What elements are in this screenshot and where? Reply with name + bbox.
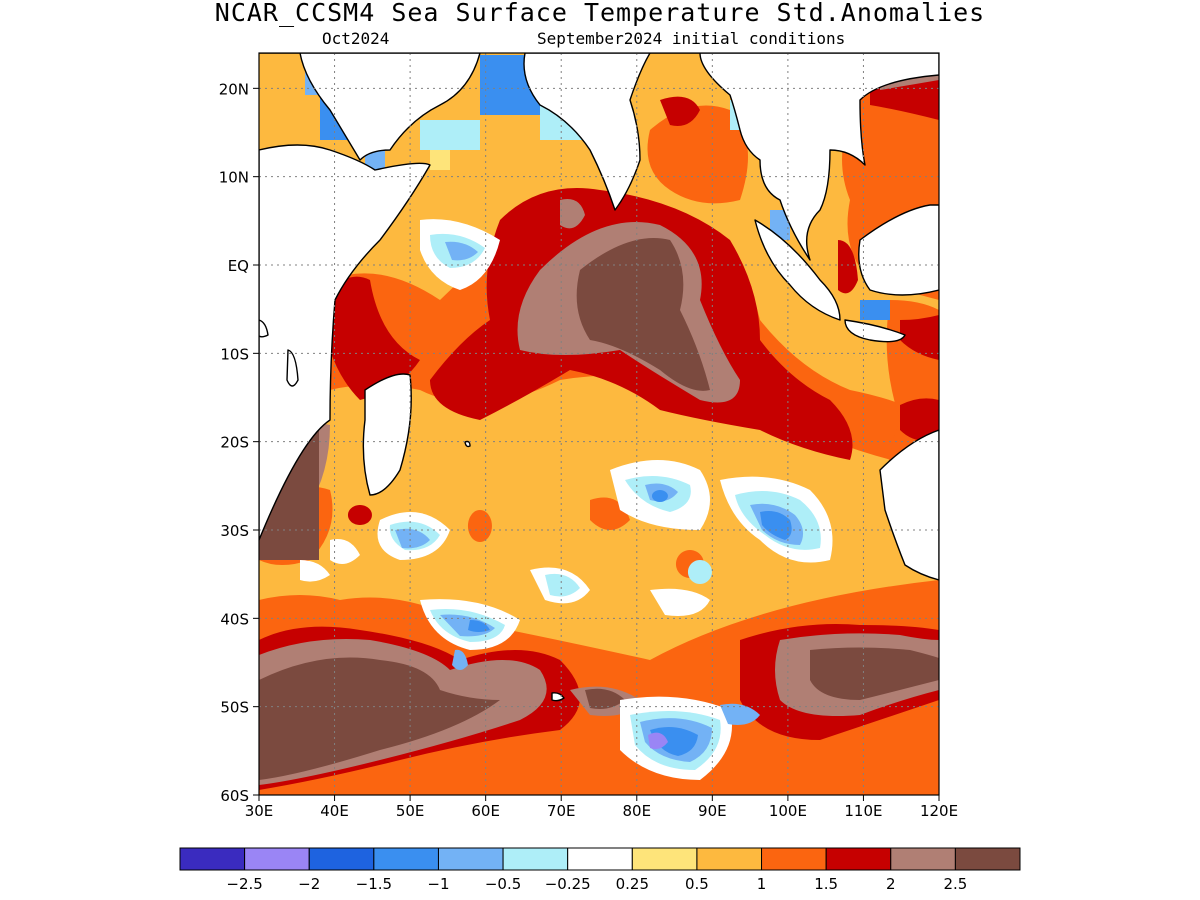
madagascar (362, 373, 412, 496)
lon-tick-label: 60E (471, 802, 500, 820)
chart-title: NCAR_CCSM4 Sea Surface Temperature Std.A… (214, 0, 986, 27)
anomaly-minus-2 (648, 732, 668, 750)
colorbar-label: −1 (427, 875, 449, 893)
lat-tick-label: EQ (228, 257, 249, 275)
colorbar-swatch (179, 847, 246, 871)
anomaly-above-2.5 (259, 238, 939, 780)
colorbar-label: 2 (886, 875, 896, 893)
colorbar-labels: −2.5 −2 −1.5 −1 −0.5 −0.25 0.25 0.5 1 1.5 2 2.5 (226, 875, 967, 893)
colorbar-swatch (890, 847, 956, 871)
colorbar-swatch (308, 847, 375, 871)
lat-tick-label: 10S (220, 345, 249, 363)
lon-tick-label: 40E (320, 802, 349, 820)
lon-tick-label: 70E (547, 802, 576, 820)
colorbar-swatch (437, 847, 504, 871)
lat-tick-label: 30S (220, 522, 249, 540)
colorbar-label: 1 (757, 875, 767, 893)
colorbar-label: 2.5 (943, 875, 967, 893)
se-asia-mainland (649, 53, 939, 261)
colorbar-label: −0.25 (545, 875, 591, 893)
lat-tick-label: 20S (220, 434, 249, 452)
colorbar-swatch (696, 847, 763, 871)
java (844, 319, 906, 343)
lon-tick-label: 80E (622, 802, 651, 820)
mascarene (464, 440, 471, 448)
colorbar-label: 0.5 (685, 875, 709, 893)
colorbar-swatch (761, 847, 827, 871)
lon-tick-label: 50E (396, 802, 425, 820)
india (523, 53, 651, 211)
map-ticks: 30E 40E 50E 60E 70E 80E 90E 100E 110E 120E 20N 10N E… (219, 80, 958, 820)
lon-tick-label: 110E (844, 802, 882, 820)
lon-tick-label: 100E (769, 802, 807, 820)
kerguelen (551, 692, 565, 702)
colorbar-swatch (244, 847, 310, 871)
seychelles-ridge (286, 349, 299, 387)
lon-tick-label: 90E (698, 802, 727, 820)
lat-tick-label: 50S (220, 699, 249, 717)
colorbar-swatch (567, 847, 633, 871)
lat-tick-label: 60S (220, 787, 249, 805)
colorbar-label: 1.5 (814, 875, 838, 893)
borneo (858, 204, 939, 296)
colorbar-label: −0.5 (485, 875, 521, 893)
colorbar-swatch (502, 847, 569, 871)
colorbar-label: 0.25 (616, 875, 649, 893)
colorbar-swatch (631, 847, 698, 871)
lat-tick-label: 20N (219, 80, 249, 98)
initial-conditions: September2024 initial conditions (537, 29, 846, 48)
colorbar-label: −2 (298, 875, 320, 893)
forecast-month: Oct2024 (322, 29, 390, 48)
lon-tick-label: 120E (920, 802, 958, 820)
map-frame (258, 52, 940, 796)
colorbar-label: −1.5 (356, 875, 392, 893)
australia (879, 429, 939, 581)
lat-tick-label: 10N (219, 169, 249, 187)
colorbar-label: −2.5 (226, 875, 262, 893)
sumatra (754, 219, 841, 321)
colorbar-swatch (373, 847, 439, 871)
east-africa-island (259, 319, 269, 338)
map-gridlines (259, 53, 939, 795)
colorbar-swatch (954, 847, 1021, 871)
colorbar-swatches (179, 847, 1021, 871)
lon-tick-label: 30E (245, 802, 274, 820)
colorbar-swatch (825, 847, 892, 871)
lat-tick-label: 40S (220, 610, 249, 628)
